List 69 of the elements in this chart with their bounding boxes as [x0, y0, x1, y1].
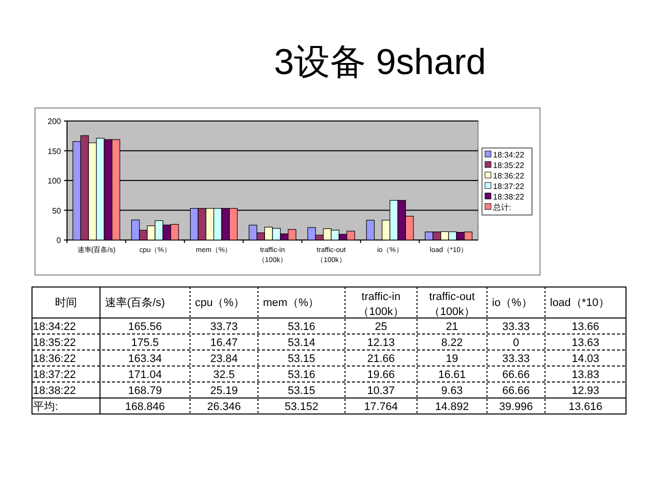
- y-tick-label: 0: [56, 236, 62, 245]
- y-tick-label: 平均:: [33, 401, 58, 413]
- y-tick-label: 18:35:22: [33, 337, 76, 349]
- data-label: 14.892: [435, 401, 469, 413]
- y-tick-label: 18:37:22: [33, 369, 76, 381]
- data-label: 13.83: [572, 369, 600, 381]
- data-label: 0: [512, 337, 520, 349]
- data-label: 10.37: [367, 385, 395, 397]
- text: 时间: [55, 296, 77, 309]
- data-label: 32.5: [213, 369, 235, 381]
- y-tick-label: 18:36:22: [33, 353, 76, 365]
- legend-label: 总计:: [492, 203, 512, 212]
- data-label: 53.152: [284, 401, 318, 413]
- data-label: 26.346: [207, 401, 241, 413]
- data-label: 163.34: [128, 353, 162, 365]
- data-label: 17.764: [364, 401, 398, 413]
- data-label: 168.79: [128, 385, 162, 397]
- data-label: 171.04: [128, 369, 162, 381]
- y-tick-label: 18:34:22: [33, 321, 76, 333]
- data-label: 13.66: [572, 321, 600, 333]
- data-label: 33.73: [210, 321, 238, 333]
- data-label: 13.616: [568, 401, 602, 413]
- x-tick-label: load（*10）: [550, 297, 610, 309]
- data-label: 165.56: [128, 321, 162, 333]
- data-label: 12.13: [367, 337, 395, 349]
- bar: [366, 220, 375, 240]
- data-label: 53.15: [288, 353, 316, 365]
- data-label: 53.16: [288, 321, 316, 333]
- data-label: 53.14: [288, 337, 316, 349]
- data-label: 8.22: [441, 337, 463, 349]
- data-label: 16.61: [438, 369, 466, 381]
- data-label: 53.16: [288, 369, 316, 381]
- data-label: 175.5: [131, 337, 159, 349]
- x-tick-label: io（%）: [492, 297, 532, 309]
- y-tick-label: 150: [48, 146, 62, 156]
- data-label: 12.93: [572, 385, 600, 397]
- x-tick-label: traffic-out（100k）: [429, 291, 475, 318]
- y-tick-label: 18:38:22: [33, 385, 76, 397]
- x-tick-label: cpu（%）: [195, 297, 245, 309]
- data-label: 16.47: [210, 337, 238, 349]
- y-tick-label: 100: [48, 176, 62, 186]
- legend-label: 18:34:22: [493, 150, 525, 160]
- data-label: 21.66: [367, 353, 395, 365]
- x-tick-label: traffic-in（100k）: [358, 291, 404, 318]
- x-tick-label: 速率(百条/s): [105, 296, 165, 309]
- data-label: 33.33: [502, 353, 530, 365]
- data-label: 23.84: [210, 353, 238, 365]
- legend-label: 18:38:22: [493, 192, 525, 202]
- y-tick-label: 200: [48, 117, 62, 126]
- legend-label: 18:36:22: [493, 172, 525, 180]
- data-label: 19: [446, 353, 458, 365]
- data-label: 13.63: [572, 337, 600, 349]
- data-label: 21: [446, 321, 458, 333]
- legend-label: 18:35:22: [493, 161, 525, 170]
- data-label: 39.996: [499, 401, 533, 413]
- data-label: 25: [374, 321, 388, 333]
- data-label: 66.66: [502, 385, 530, 397]
- data-label: 9.63: [441, 385, 463, 397]
- data-label: 19.66: [367, 369, 395, 381]
- x-tick-label: mem（%）: [263, 297, 320, 309]
- data-label: 53.15: [288, 385, 316, 397]
- data-label: 25.19: [210, 385, 238, 397]
- data-label: 168.846: [125, 401, 165, 413]
- chart-title: 3设备 9shard: [274, 41, 486, 82]
- legend-label: 18:37:22: [493, 182, 525, 191]
- data-label: 66.66: [502, 369, 530, 381]
- y-tick-label: 50: [52, 206, 62, 216]
- data-label: 14.03: [572, 353, 600, 365]
- data-label: 33.33: [502, 321, 530, 333]
